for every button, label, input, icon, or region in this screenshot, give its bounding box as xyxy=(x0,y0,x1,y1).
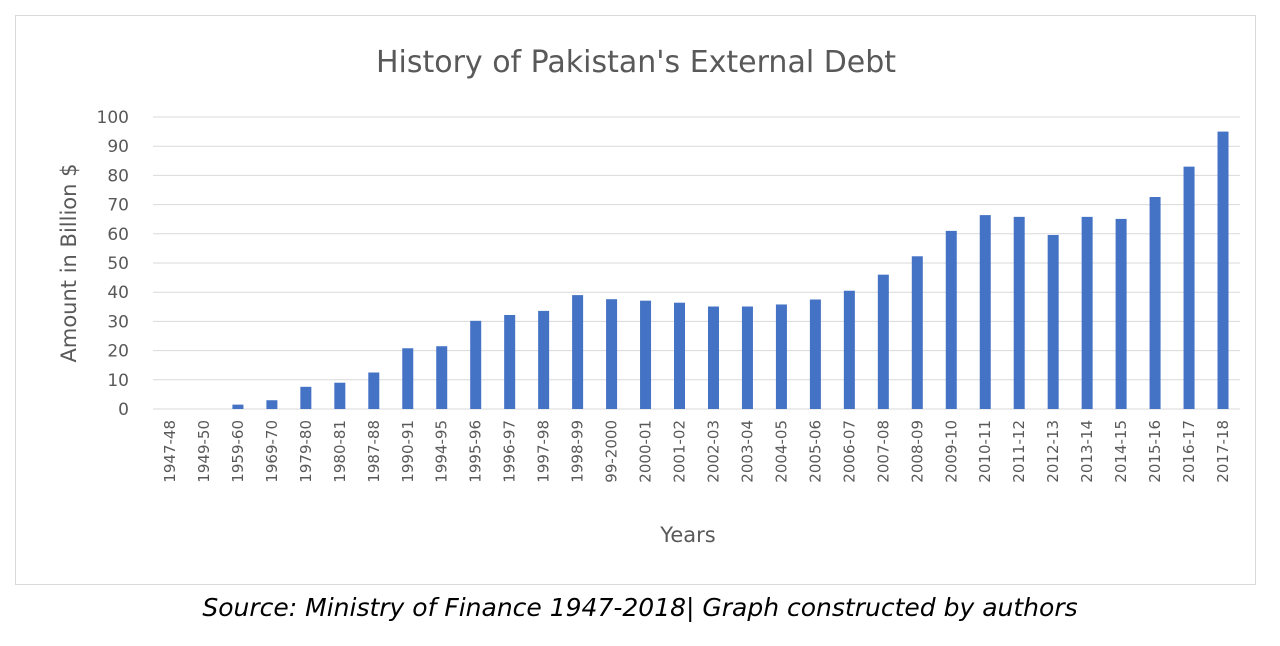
x-tick-label: 2009-10 xyxy=(942,420,960,483)
bar-2003-04 xyxy=(741,306,753,409)
y-tick-label: 40 xyxy=(107,283,129,303)
y-tick-label: 70 xyxy=(107,196,129,216)
bar-2005-06 xyxy=(809,299,821,409)
y-tick-label: 60 xyxy=(107,225,129,245)
chart-title: History of Pakistan's External Debt xyxy=(376,45,896,80)
x-tick-label: 2015-16 xyxy=(1146,420,1164,483)
x-tick-label: 2000-01 xyxy=(637,420,655,483)
x-tick-label: 99-2000 xyxy=(603,420,621,483)
y-tick-label: 0 xyxy=(118,400,129,420)
x-tick-label: 2011-12 xyxy=(1010,420,1028,483)
bar-2011-12 xyxy=(1013,216,1025,409)
bar-2001-02 xyxy=(674,302,686,409)
bar-1990-91 xyxy=(402,348,414,409)
x-tick-label: 2002-03 xyxy=(704,420,722,483)
x-tick-label: 1949-50 xyxy=(195,420,213,483)
y-tick-label: 90 xyxy=(107,137,129,157)
bar-2010-11 xyxy=(979,215,991,409)
y-tick-labels: 0 10 20 30 40 50 60 70 80 90 100 xyxy=(97,108,129,420)
x-tick-label: 2016-17 xyxy=(1180,420,1198,483)
x-tick-label: 1996-97 xyxy=(501,420,519,483)
x-tick-label: 1995-96 xyxy=(467,420,485,483)
x-tick-label: 2010-11 xyxy=(976,420,994,483)
x-tick-label: 1979-80 xyxy=(297,420,315,483)
y-tick-label: 10 xyxy=(107,371,129,391)
bar-1994-95 xyxy=(436,346,448,409)
x-tick-label: 1987-88 xyxy=(365,420,383,483)
y-axis-title: Amount in Billion $ xyxy=(57,164,81,363)
x-tick-label: 2003-04 xyxy=(738,420,756,483)
x-tick-label: 1998-99 xyxy=(569,420,587,483)
bar-2002-03 xyxy=(707,306,719,409)
y-tick-label: 50 xyxy=(107,254,129,274)
source-caption: Source: Ministry of Finance 1947-2018| G… xyxy=(202,593,1078,622)
x-tick-labels: 1947-48 1949-50 1959-60 1969-70 1979-80 1980-… xyxy=(161,420,1232,483)
bar-2015-16 xyxy=(1149,197,1161,409)
bar-1995-96 xyxy=(470,320,482,409)
bars xyxy=(232,131,1229,409)
x-tick-label: 2008-09 xyxy=(908,420,926,483)
x-tick-label: 2005-06 xyxy=(806,420,824,483)
bar-2006-07 xyxy=(843,290,855,409)
x-tick-label: 2014-15 xyxy=(1112,420,1130,483)
bar-1969-70 xyxy=(266,400,278,409)
x-axis-title: Years xyxy=(659,523,715,547)
x-tick-label: 2007-08 xyxy=(874,420,892,483)
bar-2016-17 xyxy=(1183,166,1195,409)
x-tick-label: 1990-91 xyxy=(399,420,417,483)
x-tick-label: 1947-48 xyxy=(161,420,179,483)
bar-1998-99 xyxy=(572,295,584,409)
bar-1996-97 xyxy=(504,314,516,409)
y-tick-label: 30 xyxy=(107,312,129,332)
bar-2013-14 xyxy=(1081,216,1093,409)
x-tick-label: 1997-98 xyxy=(535,420,553,483)
x-tick-label: 1959-60 xyxy=(229,420,247,483)
x-tick-label: 2012-13 xyxy=(1044,420,1062,483)
bar-1979-80 xyxy=(300,386,312,409)
bar-2014-15 xyxy=(1115,218,1127,409)
bar-2004-05 xyxy=(775,304,787,409)
bar-2012-13 xyxy=(1047,234,1059,409)
gridlines xyxy=(153,116,1240,410)
bar-1987-88 xyxy=(368,372,380,409)
bar-99-2000 xyxy=(606,299,618,409)
bar-2000-01 xyxy=(640,300,652,409)
x-tick-label: 2004-05 xyxy=(772,420,790,483)
bar-chart: History of Pakistan's External Debt 0 10 2… xyxy=(57,45,1240,547)
x-tick-label: 2013-14 xyxy=(1078,420,1096,483)
bar-1997-98 xyxy=(538,310,550,409)
y-tick-label: 100 xyxy=(97,108,129,128)
bar-2007-08 xyxy=(877,274,889,409)
y-tick-label: 20 xyxy=(107,342,129,362)
x-tick-label: 1969-70 xyxy=(263,420,281,483)
y-tick-label: 80 xyxy=(107,166,129,186)
bar-1959-60 xyxy=(232,404,244,409)
x-tick-label: 1994-95 xyxy=(433,420,451,483)
x-tick-label: 2006-07 xyxy=(840,420,858,483)
x-tick-label: 2017-18 xyxy=(1214,420,1232,483)
x-tick-label: 2001-02 xyxy=(671,420,689,483)
bar-1980-81 xyxy=(334,382,346,409)
bar-2017-18 xyxy=(1217,131,1229,409)
x-tick-label: 1980-81 xyxy=(331,420,349,483)
bar-2009-10 xyxy=(945,230,957,409)
bar-2008-09 xyxy=(911,256,923,409)
chart-frame: History of Pakistan's External Debt 0 10 2… xyxy=(15,15,1256,585)
